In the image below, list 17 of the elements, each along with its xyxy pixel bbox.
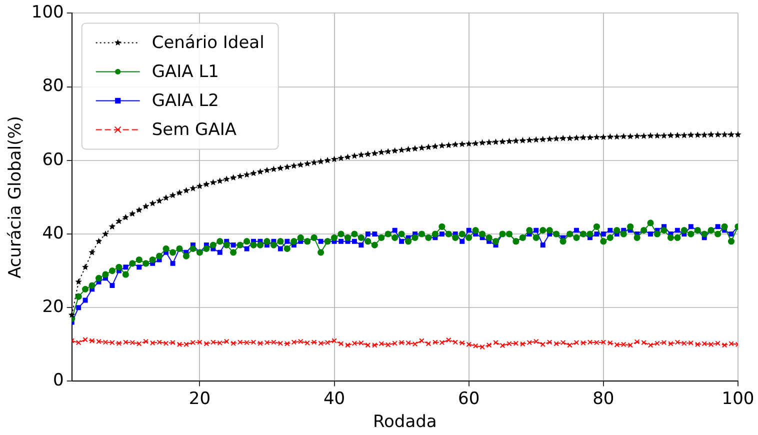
y-tick-label: 40	[42, 223, 64, 244]
y-axis-title: Acurácia Global(%)	[6, 116, 26, 278]
y-tick-label: 60	[42, 150, 64, 170]
x-axis-title: Rodada	[372, 412, 437, 432]
y-tick-label: 100	[31, 2, 64, 23]
legend-label: GAIA L2	[152, 91, 219, 112]
legend-label: GAIA L1	[152, 62, 219, 82]
x-tick-label: 20	[188, 388, 211, 409]
x-tick-label: 80	[592, 388, 614, 409]
legend-label: Cenário Ideal	[152, 33, 264, 54]
y-tick-label: 0	[53, 370, 64, 391]
x-tick-label: 100	[722, 388, 754, 409]
x-tick-label: 40	[323, 388, 346, 409]
legend-label: Sem GAIA	[152, 120, 237, 140]
y-tick-label: 80	[42, 76, 64, 96]
y-tick-label: 20	[42, 297, 64, 318]
x-tick-label: 60	[458, 388, 480, 409]
